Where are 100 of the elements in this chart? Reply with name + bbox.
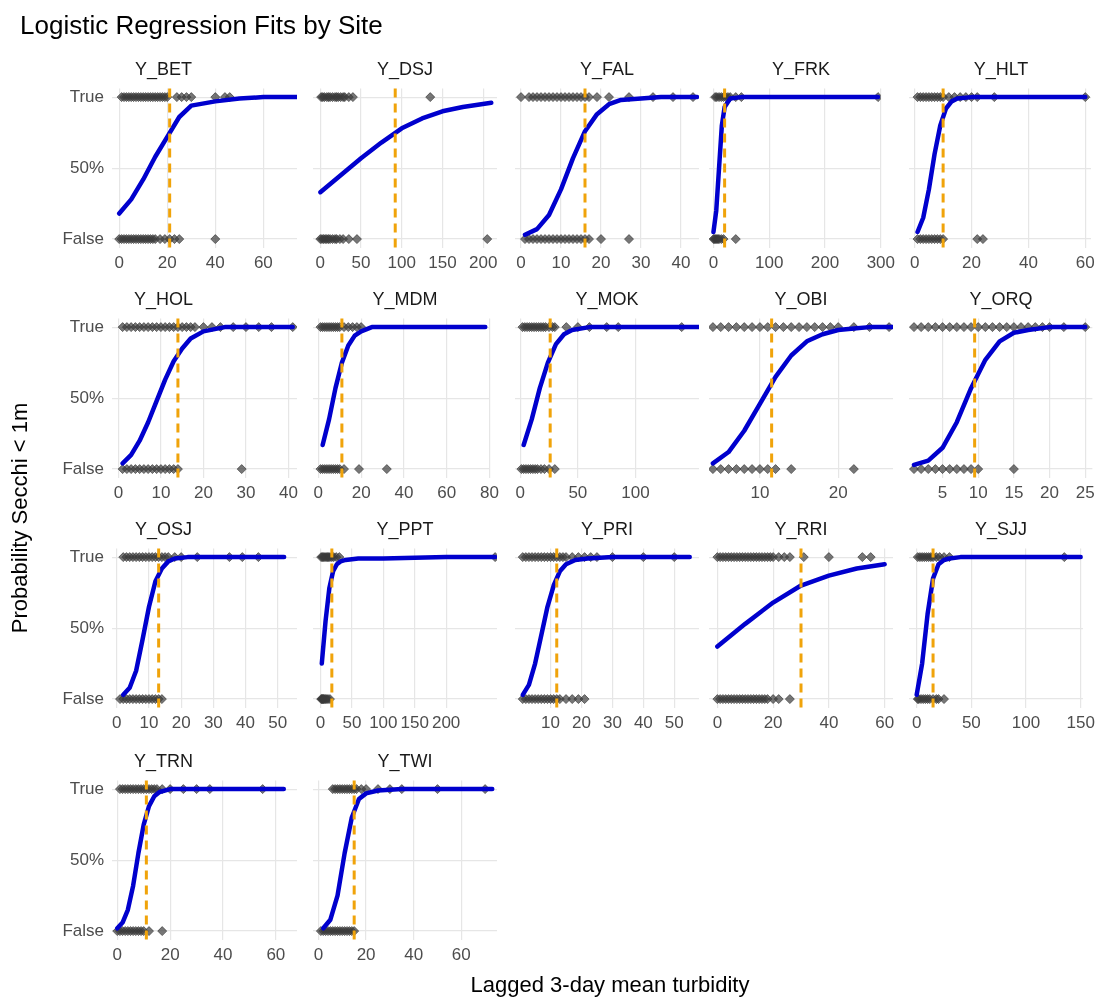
text: True xyxy=(69,316,104,336)
x-tick-label: 10 xyxy=(750,483,770,503)
x-tick-label: 20 xyxy=(356,945,376,965)
x-tick-label: 100 xyxy=(369,713,398,733)
chart-title: Y_HLT xyxy=(973,58,1029,80)
chart-title: Y_SJJ xyxy=(974,518,1028,540)
text: False xyxy=(62,228,104,248)
x-tick-label: 100 xyxy=(621,483,650,503)
x-tick-label: 0 xyxy=(708,253,719,273)
x-tick-label: 20 xyxy=(1040,483,1060,503)
chart-title: Y_OSJ xyxy=(134,518,193,540)
x-tick-label: 40 xyxy=(633,713,653,733)
x-tick-label: 30 xyxy=(631,253,651,273)
x-tick-label: 0 xyxy=(112,713,122,733)
x-tick-label: 0 xyxy=(114,253,124,273)
text: True xyxy=(69,778,104,798)
x-tick-label: 40 xyxy=(404,945,424,965)
text: False xyxy=(62,688,104,708)
x-tick-label: 15 xyxy=(1004,483,1024,503)
x-tick-label: 50 xyxy=(268,713,288,733)
text: Probability Secchi < 1m xyxy=(7,401,33,636)
text: 50% xyxy=(69,157,104,177)
x-tick-label: 20 xyxy=(160,945,180,965)
chart-title: Y_FAL xyxy=(579,58,635,80)
text: Logistic Regression Fits by Site xyxy=(20,10,383,41)
text: True xyxy=(69,86,104,106)
text: True xyxy=(69,546,104,566)
x-tick-label: 40 xyxy=(394,483,414,503)
x-tick-label: 0 xyxy=(313,483,324,503)
x-tick-label: 200 xyxy=(431,713,461,733)
x-tick-label: 0 xyxy=(112,945,123,965)
x-tick-label: 0 xyxy=(712,713,723,733)
x-tick-label: 20 xyxy=(828,483,848,503)
x-tick-label: 40 xyxy=(205,253,225,273)
x-tick-label: 30 xyxy=(602,713,622,733)
chart-title: Y_RRI xyxy=(774,518,828,540)
x-tick-label: 10 xyxy=(968,483,988,503)
x-tick-label: 60 xyxy=(875,713,895,733)
x-tick-label: 150 xyxy=(1066,713,1095,733)
x-tick-label: 50 xyxy=(568,483,588,503)
x-tick-label: 20 xyxy=(962,253,982,273)
x-tick-label: 40 xyxy=(819,713,839,733)
chart-title: Y_FRK xyxy=(771,58,831,80)
text: Lagged 3-day mean turbidity xyxy=(469,972,751,998)
x-tick-label: 60 xyxy=(253,253,273,273)
chart-title: Y_BET xyxy=(134,58,193,80)
x-tick-label: 60 xyxy=(451,945,471,965)
chart-title: Y_MDM xyxy=(372,288,438,310)
x-tick-label: 10 xyxy=(151,483,171,503)
x-tick-label: 50 xyxy=(961,713,981,733)
x-tick-label: 100 xyxy=(755,253,784,273)
x-tick-label: 20 xyxy=(171,713,191,733)
x-tick-label: 100 xyxy=(387,253,416,273)
x-tick-label: 0 xyxy=(911,713,922,733)
x-tick-label: 30 xyxy=(203,713,223,733)
x-tick-label: 5 xyxy=(937,483,948,503)
x-tick-label: 20 xyxy=(572,713,591,733)
chart-title: Y_MOK xyxy=(575,288,639,310)
x-tick-label: 50 xyxy=(342,713,362,733)
x-tick-label: 60 xyxy=(1075,253,1095,273)
chart-title: Y_TWI xyxy=(377,750,433,772)
x-tick-label: 30 xyxy=(236,483,256,503)
x-tick-label: 50 xyxy=(351,253,371,273)
x-tick-label: 25 xyxy=(1075,483,1095,503)
x-tick-label: 0 xyxy=(313,945,324,965)
chart-title: Y_OBI xyxy=(774,288,828,310)
x-tick-label: 10 xyxy=(139,713,159,733)
chart-title: Y_ORQ xyxy=(969,288,1033,310)
x-tick-label: 0 xyxy=(315,713,326,733)
chart-title: Y_PPT xyxy=(376,518,434,540)
chart-title: Y_DSJ xyxy=(376,58,434,80)
x-tick-label: 0 xyxy=(113,483,124,503)
x-tick-label: 200 xyxy=(468,253,498,273)
x-tick-label: 40 xyxy=(236,713,255,733)
x-tick-label: 20 xyxy=(763,713,783,733)
x-tick-label: 40 xyxy=(279,483,298,503)
x-tick-label: 60 xyxy=(437,483,457,503)
text: False xyxy=(62,920,104,940)
x-tick-label: 10 xyxy=(551,253,571,273)
text: 50% xyxy=(69,849,104,869)
x-tick-label: 40 xyxy=(671,253,691,273)
text: 50% xyxy=(69,387,104,407)
x-tick-label: 20 xyxy=(351,483,371,503)
text: False xyxy=(62,458,104,478)
chart-title: Y_HOL xyxy=(133,288,194,310)
x-tick-label: 200 xyxy=(810,253,840,273)
x-tick-label: 80 xyxy=(480,483,500,503)
x-tick-label: 0 xyxy=(315,253,326,273)
x-tick-label: 40 xyxy=(1018,253,1038,273)
x-tick-label: 40 xyxy=(213,945,233,965)
x-tick-label: 300 xyxy=(866,253,896,273)
x-tick-label: 150 xyxy=(400,713,429,733)
chart-title: Y_PRI xyxy=(580,518,634,540)
x-tick-label: 20 xyxy=(193,483,213,503)
x-tick-label: 0 xyxy=(909,253,920,273)
x-tick-label: 10 xyxy=(541,713,561,733)
x-tick-label: 150 xyxy=(428,253,457,273)
x-tick-label: 20 xyxy=(157,253,177,273)
x-tick-label: 0 xyxy=(516,253,526,273)
x-tick-label: 20 xyxy=(591,253,611,273)
